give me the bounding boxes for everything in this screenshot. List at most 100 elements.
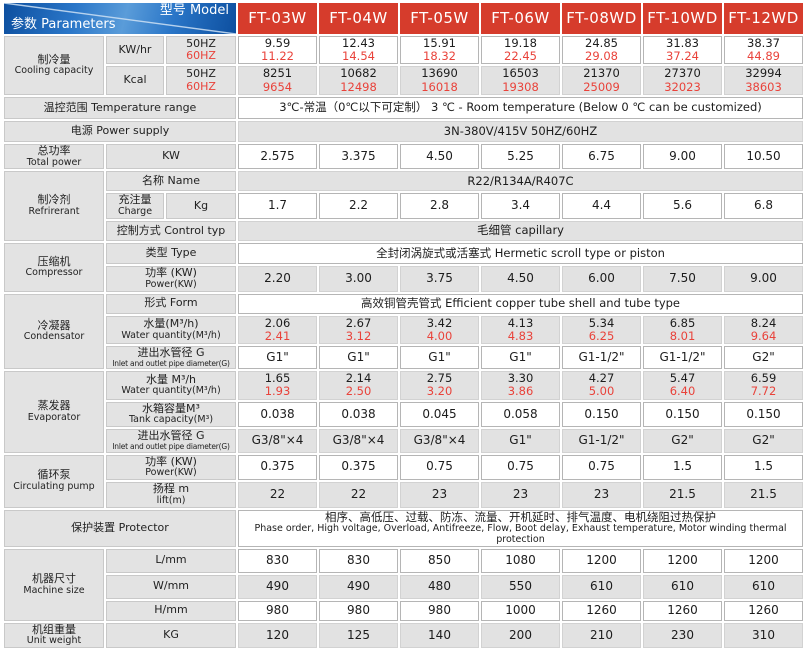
label-text: 50HZ — [186, 67, 216, 81]
value-cell: 0.150 — [643, 401, 722, 428]
value-60hz: 11.22 — [261, 49, 294, 64]
row-label: 类型 Type — [106, 243, 236, 264]
value-cell: 6.85 8.01 — [643, 315, 722, 344]
group-label: 制冷剂 Refrirerant — [4, 171, 104, 241]
label-text: 进出水管径 G — [137, 429, 205, 443]
value-cell: 0.058 — [481, 401, 560, 428]
merged-value-text: 毛细管 capillary — [477, 223, 564, 238]
value-cell: 15.91 18.32 — [400, 36, 479, 65]
value-cell: 5.34 6.25 — [562, 315, 641, 344]
value-60hz: 8.01 — [669, 328, 696, 343]
table-row: 水量(M³/h) Water quantity(M³/h) 2.06 2.41 2.67… — [4, 315, 803, 344]
label-text: 制冷量 — [37, 52, 71, 66]
value-cell: G3/8"×4 — [319, 429, 398, 453]
value-cell: 8251 9654 — [238, 66, 317, 95]
value-50hz: 8.24 — [750, 315, 777, 330]
value-cell: G1" — [238, 346, 317, 370]
value-50hz: 38.37 — [747, 36, 780, 50]
value-cell: 9.00 — [724, 266, 803, 292]
value-cell: 3.00 — [319, 266, 398, 292]
label-text: L/mm — [155, 553, 187, 567]
model-column-header: FT-06W — [481, 3, 560, 34]
value-cell: 1200 — [643, 548, 722, 573]
label-text: 类型 Type — [145, 246, 197, 260]
row-label: KG — [106, 622, 236, 649]
label-text: Circulating pump — [13, 480, 95, 492]
value-cell: G1" — [400, 346, 479, 370]
value-cell: 1200 — [724, 548, 803, 573]
value-cell: 5.6 — [643, 193, 722, 219]
value-cell: 0.375 — [319, 454, 398, 481]
table-row: 水箱容量M³ Tank capacity(M³) 0.038 0.038 0.045 0.… — [4, 401, 803, 428]
value-cell: 610 — [724, 574, 803, 599]
row-label: 控制方式 Control typ — [106, 221, 236, 241]
group-label: 制冷量 Cooling capacity — [4, 36, 104, 95]
value-cell: 12.43 14.54 — [319, 36, 398, 65]
label-text: Machine size — [23, 584, 85, 596]
label-text: Charge — [117, 206, 153, 218]
value-cell: 6.8 — [724, 193, 803, 219]
value-cell: 5.47 6.40 — [643, 371, 722, 400]
model-column-header: FT-12WD — [724, 3, 803, 34]
model-column-header: FT-10WD — [643, 3, 722, 34]
value-cell: 310 — [724, 622, 803, 649]
value-cell: 10.50 — [724, 143, 803, 170]
value-cell: 1080 — [481, 548, 560, 573]
label-text: Kg — [193, 198, 209, 212]
value-50hz: 21370 — [583, 66, 620, 81]
row-label: KW/hr — [106, 36, 164, 65]
value-cell: 1260 — [562, 600, 641, 621]
value-cell: 2.14 2.50 — [319, 371, 398, 400]
value-cell: 23 — [562, 482, 641, 508]
value-cell: 21.5 — [724, 482, 803, 508]
value-cell: 19.18 22.45 — [481, 36, 560, 65]
label-text: Power(KW) — [145, 278, 197, 290]
row-label: 形式 Form — [106, 293, 236, 314]
value-60hz: 2.50 — [345, 384, 372, 399]
value-cell: 3.42 4.00 — [400, 315, 479, 344]
value-50hz: 6.85 — [669, 315, 696, 330]
value-50hz: 24.85 — [585, 36, 618, 50]
value-cell: 22 — [319, 482, 398, 508]
table-row: 蒸发器 Evaporator 水量 M³/h Water quantity(M³/h)… — [4, 371, 803, 453]
value-cell: 0.375 — [238, 454, 317, 481]
label-text: 温控范围 Temperature range — [43, 100, 197, 114]
label-text: 蒸发器 — [37, 399, 71, 413]
value-cell: 4.4 — [562, 193, 641, 219]
label-text: 50HZ — [186, 36, 216, 50]
corner-header-cell: 型号 Model 参数 Parameters — [4, 3, 236, 34]
value-50hz: 31.83 — [666, 36, 699, 50]
value-cell: 8.24 9.64 — [724, 315, 803, 344]
value-60hz: 12498 — [340, 79, 377, 94]
value-cell: 21.5 — [643, 482, 722, 508]
value-cell: 4.13 4.83 — [481, 315, 560, 344]
value-60hz: 22.45 — [504, 49, 537, 64]
value-60hz: 3.20 — [426, 384, 453, 399]
table-row: 控制方式 Control typ 毛细管 capillary — [4, 221, 803, 241]
label-text: Water quantity(M³/h) — [121, 329, 221, 341]
row-label: 功率 (KW) Power(KW) — [106, 266, 236, 292]
value-cell: 0.150 — [562, 401, 641, 428]
table-row: 充注量 Charge Kg 1.7 2.2 2.8 3.4 4.4 5.6 6.8 — [4, 193, 803, 219]
table-row: 制冷量 Cooling capacity KW/hr 50HZ 60HZ 9.59 11.2… — [4, 36, 803, 95]
row-label: 50HZ 60HZ — [166, 36, 236, 65]
value-cell: G1" — [481, 346, 560, 370]
value-60hz: 4.83 — [507, 328, 534, 343]
value-cell: 4.50 — [400, 143, 479, 170]
value-60hz: 6.25 — [588, 328, 615, 343]
value-cell: 830 — [238, 548, 317, 573]
value-50hz: 5.34 — [588, 315, 615, 330]
model-column-header: FT-05W — [400, 3, 479, 34]
value-cell: G2" — [724, 429, 803, 453]
label-text: Power(KW) — [145, 467, 197, 479]
value-cell: 10682 12498 — [319, 66, 398, 95]
merged-value-text: R22/R134A/R407C — [467, 173, 574, 188]
label-text: 机器尺寸 — [32, 571, 76, 585]
model-column-header: FT-08WD — [562, 3, 641, 34]
value-60hz: 29.08 — [585, 49, 618, 64]
merged-value-text: 相序、高低压、过载、防冻、流量、开机延时、排气温度、电机绕阻过热保护 — [325, 509, 716, 524]
value-cell: 980 — [238, 600, 317, 621]
label-text: KW — [162, 149, 180, 163]
value-60hz: 6.40 — [669, 384, 696, 399]
value-60hz: 4.00 — [426, 328, 453, 343]
